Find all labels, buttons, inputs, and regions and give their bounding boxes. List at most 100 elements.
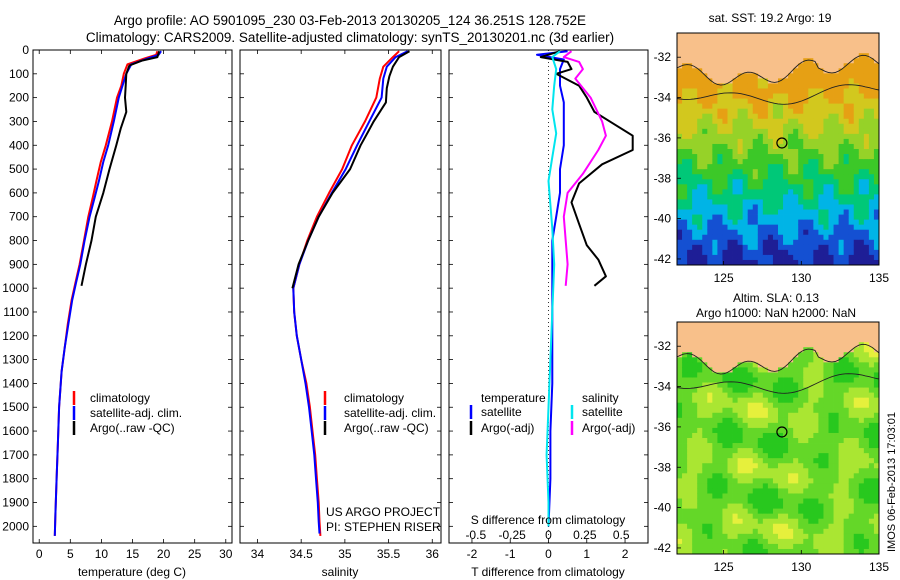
- map-cell: [788, 448, 794, 454]
- map-cell: [732, 397, 738, 404]
- map-cell: [838, 128, 845, 135]
- map-cell: [702, 174, 708, 180]
- map-cell: [863, 239, 870, 246]
- map-cell: [858, 367, 865, 373]
- map-cell: [793, 38, 799, 44]
- map-cell: [692, 357, 698, 363]
- map-cell: [732, 234, 738, 241]
- map-cell: [737, 224, 744, 231]
- lon-tick-label: 135: [869, 271, 889, 285]
- map-cell: [788, 43, 794, 49]
- map-cell: [808, 33, 814, 39]
- map-cell: [722, 224, 728, 231]
- map-cell: [767, 123, 774, 130]
- map-cell: [712, 138, 718, 145]
- map-cell: [727, 488, 733, 494]
- map-cell: [788, 498, 794, 504]
- map-cell: [762, 38, 769, 44]
- map-cell: [788, 352, 794, 358]
- map-cell: [732, 523, 738, 530]
- map-cell: [873, 118, 880, 125]
- map-cell: [762, 154, 769, 160]
- map-cell: [808, 362, 814, 368]
- map-cell: [712, 48, 718, 54]
- map-cell: [798, 528, 804, 535]
- map-cell: [823, 468, 829, 474]
- map-cell: [848, 357, 855, 363]
- map-cell: [712, 143, 718, 150]
- map-cell: [798, 362, 804, 368]
- map-cell: [808, 488, 814, 494]
- map-cell: [772, 224, 779, 231]
- map-cell: [702, 407, 708, 414]
- map-cell: [808, 523, 814, 530]
- map-cell: [762, 58, 769, 64]
- map-cell: [858, 407, 865, 414]
- map-cell: [823, 43, 829, 49]
- map-cell: [762, 513, 769, 520]
- map-cell: [702, 347, 708, 353]
- map-cell: [757, 209, 764, 215]
- map-cell: [772, 214, 779, 221]
- map-cell: [848, 392, 855, 399]
- map-cell: [833, 523, 839, 530]
- map-cell: [757, 427, 764, 434]
- map-cell: [692, 58, 698, 64]
- map-cell: [823, 53, 829, 59]
- depth-tick-label: 600: [9, 186, 29, 200]
- map-cell: [737, 498, 744, 504]
- map-cell: [717, 214, 723, 221]
- map-cell: [813, 478, 819, 484]
- map-cell: [762, 179, 769, 185]
- map-cell: [863, 169, 870, 175]
- map-cell: [778, 443, 784, 449]
- map-cell: [778, 498, 784, 504]
- map-cell: [722, 367, 728, 373]
- map-cell: [803, 159, 809, 165]
- map-cell: [682, 199, 688, 205]
- map-cell: [737, 164, 744, 170]
- map-cell: [687, 143, 693, 150]
- depth-tick-label: 1500: [2, 400, 29, 414]
- map-cell: [732, 352, 738, 358]
- map-cell: [798, 488, 804, 494]
- map-cell: [732, 443, 738, 449]
- map-cell: [843, 184, 850, 190]
- map-cell: [707, 48, 713, 54]
- map-cell: [798, 463, 804, 469]
- map-cell: [727, 93, 733, 99]
- map-cell: [783, 73, 789, 79]
- map-cell: [772, 219, 779, 226]
- map-cell: [722, 327, 728, 333]
- map-cell: [752, 63, 759, 69]
- map-cell: [838, 407, 845, 414]
- map-cell: [767, 367, 774, 373]
- map-cell: [783, 397, 789, 404]
- map-cell: [838, 48, 845, 54]
- map-cell: [682, 239, 688, 246]
- map-cell: [858, 392, 865, 399]
- lon-tick-label: 130: [791, 271, 811, 285]
- map-cell: [848, 194, 855, 200]
- map-cell: [858, 63, 865, 69]
- map-cell: [772, 397, 779, 404]
- map-cell: [788, 103, 794, 110]
- map-cell: [757, 78, 764, 84]
- map-cell: [677, 352, 683, 358]
- map-cell: [778, 123, 784, 130]
- map-cell: [873, 322, 880, 328]
- map-cell: [823, 164, 829, 170]
- map-cell: [722, 249, 728, 256]
- map-cell: [843, 372, 850, 378]
- map-cell: [838, 224, 845, 231]
- map-cell: [732, 219, 738, 226]
- map-cell: [813, 448, 819, 454]
- map-cell: [762, 43, 769, 49]
- map-cell: [853, 367, 860, 373]
- map-cell: [848, 493, 855, 499]
- map-cell: [838, 118, 845, 125]
- map-cell: [732, 478, 738, 484]
- map-cell: [783, 133, 789, 140]
- map-cell: [712, 118, 718, 125]
- map-cell: [702, 438, 708, 444]
